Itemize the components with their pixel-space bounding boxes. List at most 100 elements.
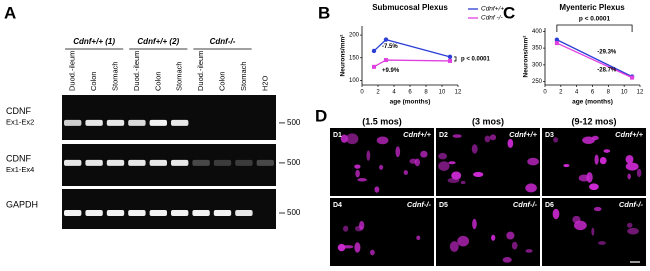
stain (563, 163, 570, 168)
annotation: p < 0.0001 (579, 16, 611, 23)
stain (578, 174, 590, 182)
y-axis-label: Neurons/mm² (523, 35, 530, 78)
micrograph (330, 198, 434, 266)
panel-letter: C (503, 3, 515, 22)
stain (627, 173, 631, 180)
stain (603, 149, 611, 153)
lane-label: Stomach (175, 61, 184, 91)
gel-band (128, 210, 146, 216)
x-axis-label: age (months) (390, 99, 431, 106)
stain (355, 169, 360, 178)
gel-band (171, 119, 189, 126)
stain (473, 171, 484, 177)
stain (409, 158, 417, 164)
x-tick-label: 12 (455, 90, 462, 96)
series-line (556, 39, 633, 78)
x-tick-label: 2 (559, 90, 563, 96)
group-label: Cdnf+/+ (2) (137, 37, 179, 46)
lane-label: Colon (153, 71, 162, 91)
annotation: -29.3% (597, 50, 617, 56)
marker-label: 500 (287, 158, 301, 167)
panel-letter: B (318, 3, 330, 22)
x-tick-label: 8 (424, 90, 428, 96)
gel-band (171, 210, 189, 216)
stain (593, 206, 602, 212)
stain (366, 150, 371, 161)
gel-band (106, 210, 125, 216)
stain (403, 170, 408, 175)
gel-band (64, 210, 82, 216)
gel-band (149, 119, 167, 126)
stain (597, 241, 606, 245)
row-label: CDNF (6, 153, 31, 163)
lane-label: Duod.-ileum (68, 51, 77, 91)
stain (354, 242, 361, 253)
y-tick-label: 200 (349, 33, 360, 39)
age-label: (9-12 mos) (571, 116, 616, 126)
y-tick-label: 400 (532, 29, 543, 35)
stain (572, 215, 581, 224)
stain (395, 146, 401, 158)
stain (553, 137, 559, 143)
stain (594, 154, 599, 165)
stain (636, 168, 642, 178)
stain (343, 225, 349, 232)
legend-label: Cdnf+/+ (481, 6, 504, 13)
stain (376, 136, 389, 145)
lane-label: Duod.-ileum (132, 51, 141, 91)
stain (460, 180, 466, 185)
row-label: CDNF (6, 106, 31, 116)
point (372, 64, 376, 69)
stain (507, 138, 514, 148)
stain (374, 186, 380, 193)
row-label: Ex1-Ex2 (6, 117, 34, 126)
series-line (556, 42, 633, 79)
annotation: p < 0.0001 (461, 56, 491, 62)
stain (337, 243, 346, 252)
marker-label: 500 (287, 208, 301, 217)
point (384, 58, 388, 63)
lane-label: Colon (89, 71, 98, 91)
gel-band (171, 159, 189, 166)
y-tick-label: 150 (349, 55, 360, 61)
panel-letter: A (4, 3, 16, 22)
gel-band (106, 159, 125, 166)
gel-band (213, 159, 232, 166)
x-tick-label: 6 (591, 90, 595, 96)
tile-genotype: Cdnf-/- (407, 200, 432, 209)
stain (452, 134, 462, 138)
stain (472, 218, 477, 230)
gel-band (192, 210, 210, 216)
stain (489, 134, 497, 141)
tile-id: D4 (333, 202, 342, 209)
gel-band (213, 210, 232, 216)
stain (491, 234, 496, 241)
x-axis-label: age (months) (572, 99, 613, 106)
stain (582, 136, 595, 144)
micrograph (436, 198, 540, 266)
tile-id: D2 (439, 132, 448, 139)
point (383, 37, 389, 42)
y-tick-label: 350 (532, 46, 543, 52)
stain (591, 135, 599, 141)
bracket (556, 24, 633, 32)
age-label: (1.5 mos) (362, 116, 402, 126)
stain (359, 220, 365, 230)
tile-genotype: Cdnf-/- (513, 200, 538, 209)
gel-band (85, 210, 103, 216)
lane-label: Stomach (110, 61, 119, 91)
chart-title: Submucosal Plexus (372, 3, 448, 12)
x-tick-label: 0 (543, 90, 547, 96)
gel-band (85, 159, 103, 166)
chart-title: Myenteric Plexus (559, 3, 625, 12)
stain (438, 152, 448, 160)
gel (62, 95, 276, 140)
tile-genotype: Cdnf+/+ (509, 130, 538, 139)
gel-band (235, 210, 253, 216)
x-tick-label: 12 (637, 90, 644, 96)
y-tick-label: 300 (532, 62, 543, 68)
stain (552, 208, 560, 220)
gel-band (192, 159, 210, 166)
stain (627, 227, 639, 235)
legend-label: Cdnf -/- (481, 15, 504, 22)
